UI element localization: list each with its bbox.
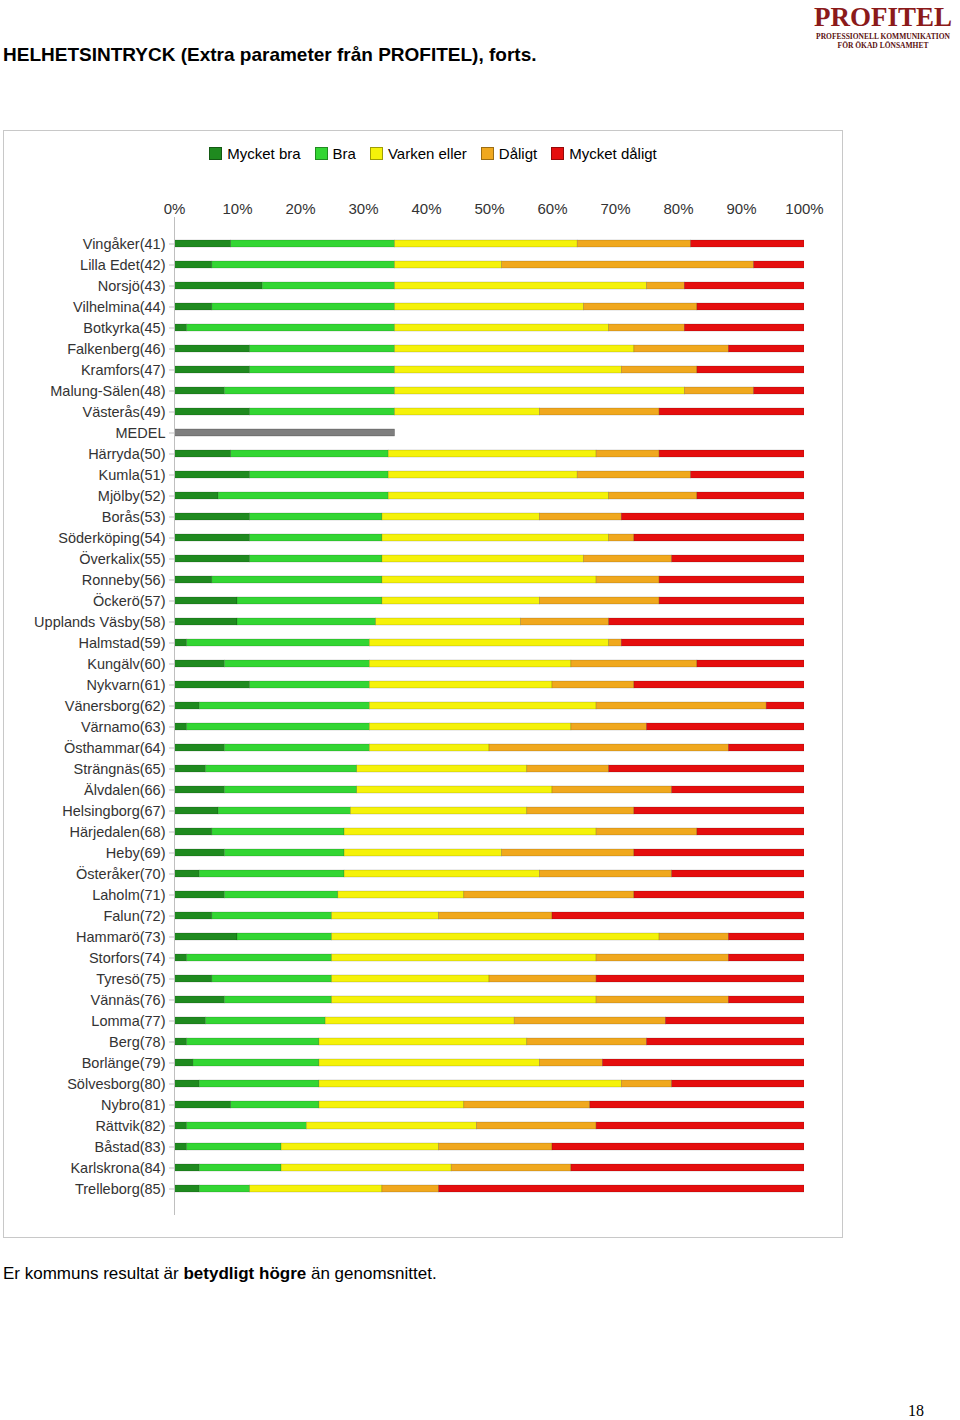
svg-text:Ronneby(56): Ronneby(56) <box>82 572 166 588</box>
svg-text:Vännäs(76): Vännäs(76) <box>91 992 166 1008</box>
svg-text:Halmstad(59): Halmstad(59) <box>78 635 165 651</box>
svg-text:Östhammar(64): Östhammar(64) <box>64 739 166 756</box>
svg-text:Storfors(74): Storfors(74) <box>89 950 166 966</box>
svg-text:Västerås(49): Västerås(49) <box>82 404 165 420</box>
svg-text:Strängnäs(65): Strängnäs(65) <box>74 761 166 777</box>
svg-text:Borlänge(79): Borlänge(79) <box>82 1055 166 1071</box>
svg-text:Sölvesborg(80): Sölvesborg(80) <box>67 1076 165 1092</box>
svg-text:Malung-Sälen(48): Malung-Sälen(48) <box>50 383 165 399</box>
svg-text:Kumla(51): Kumla(51) <box>99 467 166 483</box>
svg-text:Värnamo(63): Värnamo(63) <box>81 719 166 735</box>
svg-text:10%: 10% <box>222 200 252 217</box>
svg-text:Heby(69): Heby(69) <box>106 845 166 861</box>
svg-text:100%: 100% <box>785 200 823 217</box>
svg-text:Berg(78): Berg(78) <box>109 1034 165 1050</box>
html-text:18: 18 <box>908 1402 924 1419</box>
html-text:FÖR ÖKAD LÖNSAMHET: FÖR ÖKAD LÖNSAMHET <box>837 41 929 50</box>
svg-text:Nykvarn(61): Nykvarn(61) <box>87 677 166 693</box>
svg-text:70%: 70% <box>600 200 630 217</box>
html-text:Dåligt: Dåligt <box>498 145 538 162</box>
svg-text:Överkalix(55): Överkalix(55) <box>79 550 165 567</box>
html-text:Mycket bra: Mycket bra <box>227 145 301 162</box>
html-text:PROFESSIONELL KOMMUNIKATION: PROFESSIONELL KOMMUNIKATION <box>816 32 950 41</box>
svg-text:Vänersborg(62): Vänersborg(62) <box>65 698 166 714</box>
svg-text:Öckerö(57): Öckerö(57) <box>93 592 166 609</box>
svg-text:Falkenberg(46): Falkenberg(46) <box>67 341 165 357</box>
svg-text:Båstad(83): Båstad(83) <box>95 1139 166 1155</box>
svg-text:Tyresö(75): Tyresö(75) <box>96 971 165 987</box>
svg-text:Älvdalen(66): Älvdalen(66) <box>84 782 165 798</box>
html-text:Bra: Bra <box>332 145 356 162</box>
svg-text:Kungälv(60): Kungälv(60) <box>87 656 165 672</box>
svg-text:60%: 60% <box>537 200 567 217</box>
svg-text:Norsjö(43): Norsjö(43) <box>98 278 166 294</box>
svg-text:50%: 50% <box>474 200 504 217</box>
svg-text:Hammarö(73): Hammarö(73) <box>76 929 165 945</box>
svg-text:40%: 40% <box>411 200 441 217</box>
svg-text:30%: 30% <box>348 200 378 217</box>
html-text:Varken eller: Varken eller <box>387 145 467 162</box>
svg-text:Kramfors(47): Kramfors(47) <box>81 362 166 378</box>
svg-text:Karlskrona(84): Karlskrona(84) <box>70 1160 165 1176</box>
html-text:PROFITEL: PROFITEL <box>814 2 952 32</box>
svg-text:Söderköping(54): Söderköping(54) <box>58 530 165 546</box>
svg-text:Upplands Väsby(58): Upplands Väsby(58) <box>34 614 165 630</box>
svg-text:Vilhelmina(44): Vilhelmina(44) <box>73 299 165 315</box>
svg-text:0%: 0% <box>164 200 186 217</box>
svg-text:Rättvik(82): Rättvik(82) <box>95 1118 165 1134</box>
svg-text:Lilla Edet(42): Lilla Edet(42) <box>80 257 165 273</box>
svg-text:Lomma(77): Lomma(77) <box>91 1013 165 1029</box>
svg-text:Nybro(81): Nybro(81) <box>101 1097 165 1113</box>
svg-text:Helsingborg(67): Helsingborg(67) <box>62 803 165 819</box>
svg-text:Borås(53): Borås(53) <box>102 509 166 525</box>
svg-text:Vingåker(41): Vingåker(41) <box>83 236 166 252</box>
svg-text:Härjedalen(68): Härjedalen(68) <box>70 824 166 840</box>
svg-text:Botkyrka(45): Botkyrka(45) <box>83 320 165 336</box>
svg-text:Mjölby(52): Mjölby(52) <box>98 488 166 504</box>
svg-text:Falun(72): Falun(72) <box>103 908 165 924</box>
html-text:Mycket dåligt: Mycket dåligt <box>569 145 657 162</box>
html-text:Er kommuns resultat är betydli: Er kommuns resultat är betydligt högre ä… <box>3 1264 437 1283</box>
svg-text:20%: 20% <box>285 200 315 217</box>
svg-text:Laholm(71): Laholm(71) <box>92 887 165 903</box>
svg-text:80%: 80% <box>663 200 693 217</box>
html-text:HELHETSINTRYCK (Extra paramete: HELHETSINTRYCK (Extra parameter från PRO… <box>3 44 537 65</box>
svg-text:Trelleborg(85): Trelleborg(85) <box>75 1181 166 1197</box>
svg-text:Österåker(70): Österåker(70) <box>76 865 165 882</box>
svg-text:Härryda(50): Härryda(50) <box>88 446 165 462</box>
svg-text:90%: 90% <box>726 200 756 217</box>
svg-text:MEDEL: MEDEL <box>116 425 166 441</box>
